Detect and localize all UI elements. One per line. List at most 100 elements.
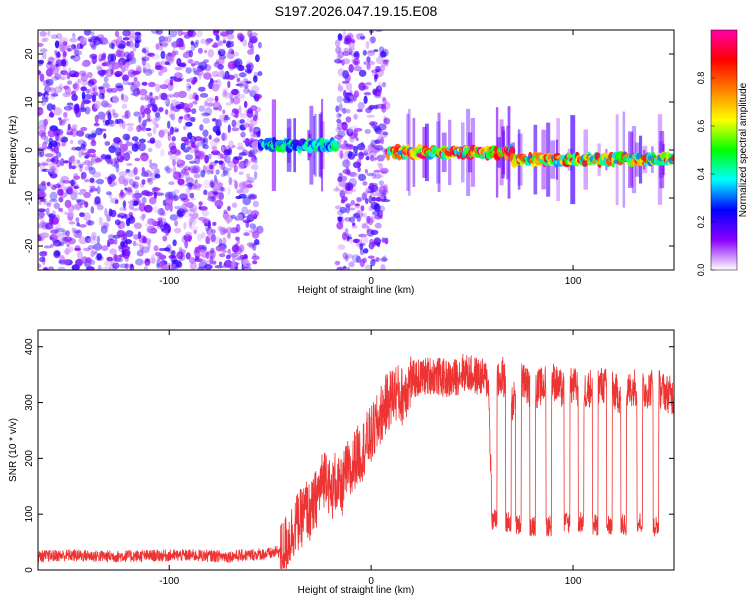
- noise-blob: [376, 56, 384, 65]
- noise-blob: [164, 61, 170, 65]
- noise-blob: [154, 140, 162, 149]
- noise-blob: [79, 203, 83, 209]
- noise-blob: [214, 160, 219, 164]
- noise-blob: [79, 212, 85, 218]
- noise-blob: [165, 197, 174, 206]
- noise-blob: [209, 164, 214, 170]
- noise-blob: [358, 151, 364, 160]
- noise-blob: [151, 187, 161, 192]
- noise-blob: [215, 119, 222, 129]
- noise-blob: [373, 66, 381, 69]
- noise-blob: [195, 182, 199, 187]
- noise-blob: [176, 58, 182, 67]
- noise-blob: [233, 73, 239, 79]
- noise-blob: [102, 114, 106, 123]
- noise-blob: [118, 254, 125, 258]
- noise-blob: [377, 123, 387, 131]
- noise-blob: [224, 214, 233, 223]
- noise-blob: [125, 168, 131, 173]
- noise-blob: [206, 169, 212, 175]
- noise-blob: [38, 223, 43, 229]
- noise-blob: [353, 52, 359, 58]
- noise-blob: [138, 122, 147, 130]
- noise-blob: [51, 87, 56, 96]
- noise-blob: [337, 244, 346, 250]
- noise-blob: [75, 217, 80, 223]
- noise-blob: [230, 112, 236, 117]
- noise-blob: [184, 240, 189, 249]
- noise-blob: [162, 212, 167, 217]
- noise-blob: [158, 217, 167, 224]
- noise-blob: [167, 225, 171, 234]
- noise-blob: [186, 142, 193, 149]
- noise-blob: [131, 193, 140, 200]
- noise-blob: [249, 123, 254, 128]
- noise-blob: [246, 150, 250, 155]
- noise-blob: [202, 138, 207, 143]
- noise-blob: [181, 31, 190, 36]
- noise-blob: [52, 230, 61, 238]
- noise-blob: [50, 140, 58, 147]
- noise-blob: [160, 262, 168, 270]
- noise-blob: [121, 249, 126, 255]
- noise-blob: [218, 261, 223, 266]
- noise-blob: [353, 239, 358, 244]
- noise-blob: [48, 55, 54, 63]
- noise-blob: [243, 140, 252, 144]
- noise-blob: [345, 205, 350, 214]
- noise-blob: [169, 108, 176, 118]
- noise-blob: [55, 128, 64, 136]
- noise-blob: [146, 68, 155, 74]
- noise-blob: [118, 171, 128, 177]
- noise-blob: [202, 136, 209, 146]
- noise-blob: [222, 166, 229, 175]
- noise-blob: [162, 128, 168, 134]
- noise-blob: [206, 38, 212, 45]
- noise-blob: [179, 116, 184, 120]
- noise-blob: [183, 136, 190, 141]
- noise-blob: [337, 176, 343, 183]
- noise-blob: [101, 54, 106, 61]
- noise-blob: [131, 80, 141, 88]
- noise-blob: [193, 229, 197, 235]
- noise-blob: [140, 152, 149, 162]
- noise-blob: [345, 159, 349, 165]
- noise-blob: [243, 83, 249, 89]
- noise-blob: [100, 225, 108, 234]
- noise-blob: [82, 147, 87, 152]
- noise-blob: [62, 180, 72, 184]
- noise-blob: [339, 206, 347, 214]
- noise-blob: [141, 167, 145, 174]
- noise-blob: [67, 80, 73, 85]
- noise-blob: [75, 146, 82, 151]
- noise-blob: [185, 252, 191, 260]
- noise-blob: [164, 99, 169, 104]
- noise-blob: [155, 192, 165, 196]
- noise-blob: [220, 187, 225, 192]
- noise-blob: [378, 180, 385, 186]
- noise-blob: [46, 103, 54, 111]
- noise-blob: [169, 76, 177, 80]
- noise-blob: [383, 117, 391, 125]
- noise-blob: [367, 151, 377, 157]
- noise-blob: [251, 85, 260, 94]
- noise-blob: [251, 255, 260, 260]
- colorbar-gradient: [711, 30, 737, 270]
- noise-blob: [375, 257, 380, 262]
- noise-blob: [124, 111, 129, 119]
- noise-blob: [73, 186, 79, 189]
- noise-blob: [98, 92, 105, 100]
- noise-blob: [119, 143, 129, 152]
- x-tick-label: 100: [565, 276, 582, 287]
- noise-blob: [215, 34, 220, 41]
- noise-blob: [339, 150, 344, 160]
- snr-y-ticks: 0 100 200 300 400: [24, 338, 674, 573]
- noise-blob: [190, 43, 196, 52]
- noise-blob: [78, 163, 84, 168]
- noise-blob: [245, 183, 253, 189]
- noise-blob: [353, 145, 358, 153]
- noise-blob: [138, 216, 146, 220]
- noise-blob: [170, 145, 177, 155]
- tone-blob: [670, 154, 674, 162]
- colorbar: 0.0 0.2 0.4 0.6 0.8 Normalized spectral ampl…: [696, 29, 749, 276]
